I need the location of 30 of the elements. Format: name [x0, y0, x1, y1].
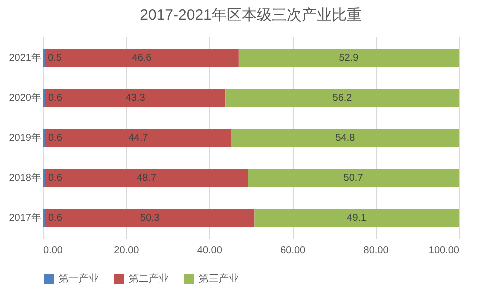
y-tick-label: 2017年	[9, 212, 42, 224]
data-label: 54.8	[336, 133, 356, 144]
x-tick-label: 80.00	[364, 246, 390, 256]
x-tick-label: 0.00	[44, 246, 64, 256]
data-label: 0.5	[48, 53, 62, 64]
legend-label: 第三产业	[199, 273, 239, 285]
data-label: 0.6	[48, 93, 63, 104]
data-label: 48.7	[137, 173, 157, 184]
data-label: 46.6	[132, 53, 152, 64]
data-label: 50.7	[344, 173, 364, 184]
legend-label: 第一产业	[59, 273, 99, 285]
y-tick-label: 2021年	[9, 52, 42, 64]
data-label: 44.7	[128, 133, 149, 144]
x-tick-label: 100.00	[428, 246, 460, 256]
y-tick-label: 2020年	[9, 92, 42, 104]
data-label: 49.1	[347, 213, 368, 224]
y-tick-label: 2019年	[9, 132, 42, 144]
data-label: 0.6	[48, 213, 63, 224]
x-tick-label: 60.00	[280, 246, 306, 256]
data-label: 0.6	[48, 173, 63, 184]
data-label: 56.2	[332, 93, 353, 104]
data-label: 43.3	[126, 93, 146, 104]
x-tick-label: 40.00	[197, 246, 223, 256]
data-label: 0.6	[48, 133, 63, 144]
legend-label: 第二产业	[129, 273, 169, 285]
chart-title: 2017-2021年区本级三次产业比重	[140, 7, 362, 24]
x-tick-label: 20.00	[114, 246, 140, 256]
data-label: 52.9	[339, 53, 360, 64]
y-tick-label: 2018年	[9, 172, 42, 184]
data-label: 50.3	[140, 213, 160, 224]
